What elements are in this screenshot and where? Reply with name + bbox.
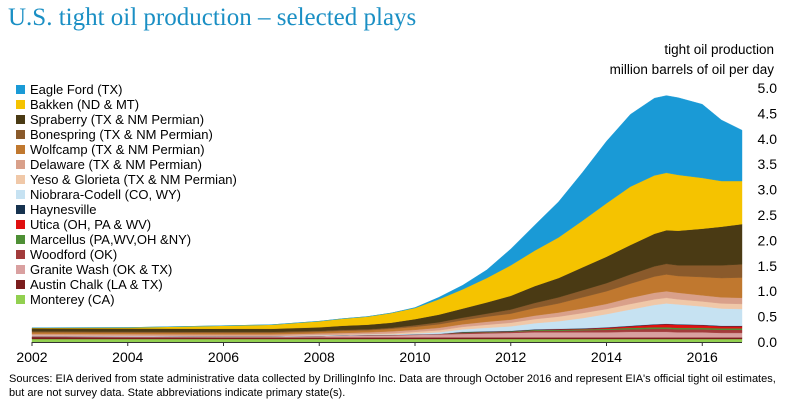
y-tick-label: 2.0 (758, 232, 778, 248)
x-tick-label: 2004 (112, 349, 143, 365)
source-note: Sources: EIA derived from state administ… (9, 373, 776, 399)
legend-swatch (16, 295, 25, 304)
legend-label: Spraberry (TX & NM Permian) (30, 112, 205, 127)
legend-item-bakken-nd-mt: Bakken (ND & MT) (16, 97, 237, 112)
legend-label: Niobrara-Codell (CO, WY) (30, 187, 181, 202)
y-tick-label: 4.5 (758, 105, 778, 121)
x-tick-label: 2006 (208, 349, 239, 365)
legend-label: Haynesville (30, 202, 97, 217)
legend-swatch (16, 190, 25, 199)
legend-swatch (16, 235, 25, 244)
x-tick-label: 2010 (399, 349, 430, 365)
legend-label: Woodford (OK) (30, 247, 118, 262)
legend-swatch (16, 175, 25, 184)
legend-item-marcellus-pa-wv-oh-ny: Marcellus (PA,WV,OH &NY) (16, 232, 237, 247)
y-tick-label: 0.0 (758, 334, 778, 350)
legend-item-monterey-ca: Monterey (CA) (16, 292, 237, 307)
legend-swatch (16, 265, 25, 274)
legend-label: Austin Chalk (LA & TX) (30, 277, 163, 292)
legend-item-niobrara-codell-co-wy: Niobrara-Codell (CO, WY) (16, 187, 237, 202)
legend-label: Bonespring (TX & NM Permian) (30, 127, 213, 142)
y-tick-label: 5.0 (758, 80, 778, 96)
y-axis-label-line-2: million barrels of oil per day (609, 62, 774, 77)
y-tick-label: 2.5 (758, 207, 778, 223)
legend-label: Eagle Ford (TX) (30, 82, 123, 97)
x-tick-label: 2014 (591, 349, 622, 365)
legend-label: Utica (OH, PA & WV) (30, 217, 152, 232)
legend-item-yeso-glorieta-tx-nm-permian: Yeso & Glorieta (TX & NM Permian) (16, 172, 237, 187)
legend-label: Wolfcamp (TX & NM Permian) (30, 142, 205, 157)
y-tick-label: 1.0 (758, 283, 778, 299)
x-tick-label: 2002 (16, 349, 47, 365)
chart-title: U.S. tight oil production – selected pla… (8, 4, 417, 31)
x-tick-label: 2012 (495, 349, 526, 365)
legend: Eagle Ford (TX) Bakken (ND & MT) Spraberry… (16, 82, 237, 307)
legend-item-woodford-ok: Woodford (OK) (16, 247, 237, 262)
legend-item-utica-oh-pa-wv: Utica (OH, PA & WV) (16, 217, 237, 232)
area-monterey-ca (31, 338, 743, 343)
legend-item-austin-chalk-la-tx: Austin Chalk (LA & TX) (16, 277, 237, 292)
area-eagle-ford-tx (31, 95, 743, 328)
legend-swatch (16, 220, 25, 229)
legend-label: Delaware (TX & NM Permian) (30, 157, 202, 172)
legend-label: Yeso & Glorieta (TX & NM Permian) (30, 172, 237, 187)
legend-swatch (16, 100, 25, 109)
y-tick-label: 0.5 (758, 309, 778, 325)
y-tick-label: 3.0 (758, 182, 778, 198)
legend-swatch (16, 280, 25, 289)
legend-swatch (16, 85, 25, 94)
y-axis-label-line-1: tight oil production (664, 42, 774, 57)
legend-item-spraberry-tx-nm-permian: Spraberry (TX & NM Permian) (16, 112, 237, 127)
legend-label: Marcellus (PA,WV,OH &NY) (30, 232, 192, 247)
legend-item-eagle-ford-tx: Eagle Ford (TX) (16, 82, 237, 97)
legend-swatch (16, 115, 25, 124)
legend-swatch (16, 130, 25, 139)
x-tick-label: 2016 (687, 349, 718, 365)
legend-swatch (16, 250, 25, 259)
legend-swatch (16, 145, 25, 154)
legend-label: Monterey (CA) (30, 292, 115, 307)
x-tick-label: 2008 (304, 349, 335, 365)
legend-label: Granite Wash (OK & TX) (30, 262, 173, 277)
y-tick-label: 4.0 (758, 131, 778, 147)
legend-item-granite-wash-ok-tx: Granite Wash (OK & TX) (16, 262, 237, 277)
y-tick-label: 3.5 (758, 156, 778, 172)
legend-swatch (16, 205, 25, 214)
legend-item-wolfcamp-tx-nm-permian: Wolfcamp (TX & NM Permian) (16, 142, 237, 157)
legend-label: Bakken (ND & MT) (30, 97, 140, 112)
legend-swatch (16, 160, 25, 169)
legend-item-delaware-tx-nm-permian: Delaware (TX & NM Permian) (16, 157, 237, 172)
legend-item-haynesville: Haynesville (16, 202, 237, 217)
y-tick-label: 1.5 (758, 258, 778, 274)
legend-item-bonespring-tx-nm-permian: Bonespring (TX & NM Permian) (16, 127, 237, 142)
